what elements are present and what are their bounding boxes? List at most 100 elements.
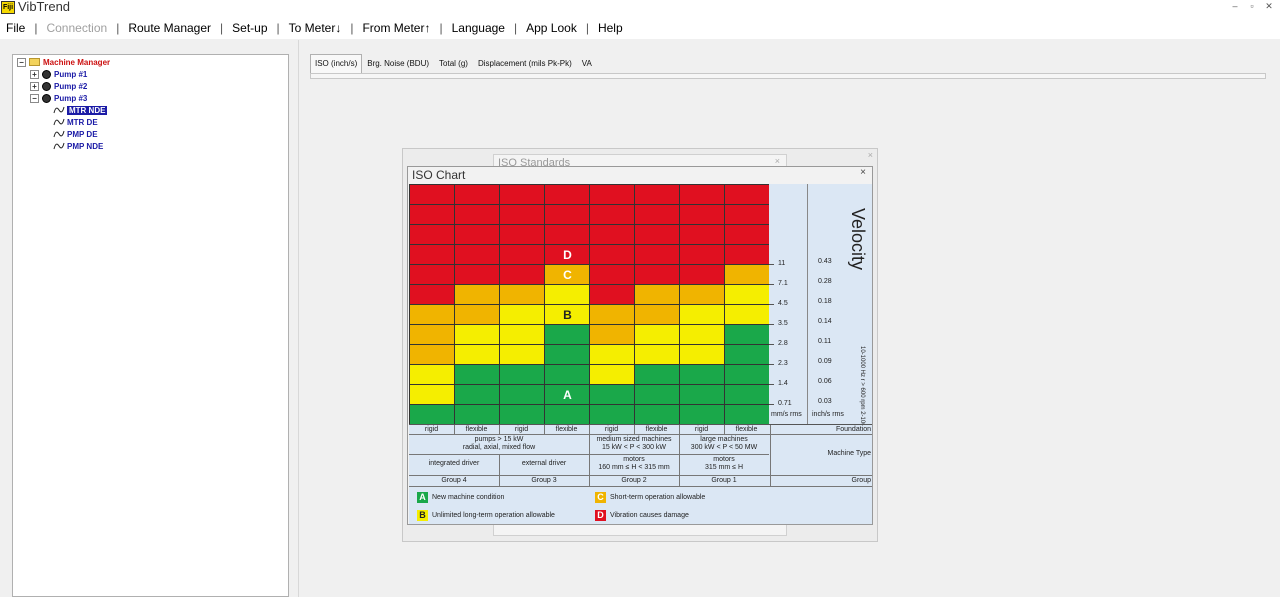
legend-swatch: C [595,492,606,503]
zone-cell-d [590,185,635,205]
expand-icon[interactable]: + [30,81,39,91]
zone-cell-a [725,345,770,365]
motors-medium-1: motors [623,456,645,463]
zone-cell-d [680,225,725,245]
menu-set-up[interactable]: Set-up [232,20,268,35]
zone-cell-c [635,305,680,325]
inch-value-label: 0.28 [818,278,832,285]
menu-help[interactable]: Help [597,20,623,35]
zone-cell-b [410,385,455,405]
zone-cell-b [500,325,545,345]
table-line [724,425,725,434]
tree-item-mtr-nde[interactable]: MTR NDE [53,104,108,116]
zone-cell-d [635,265,680,285]
large-desc-1: large machines [700,436,748,443]
menu-from-meter[interactable]: From Meter↑ [362,20,431,35]
pane-divider[interactable] [298,40,299,597]
foundation-cell: flexible [645,426,668,433]
zone-cell-d [680,265,725,285]
legend-swatch: A [417,492,428,503]
zone-cell-d [680,245,725,265]
title-bar: Fiji VibTrend – ▫ ✕ [0,0,1280,16]
tab-brg-noise-bdu[interactable]: Brg. Noise (BDU) [367,59,430,68]
external-driver-label: external driver [521,460,567,467]
group-cell: Group 1 [711,477,737,484]
foundation-cell: flexible [465,426,488,433]
zone-cell-d [725,185,770,205]
tab-displacement-mils-pk-pk[interactable]: Displacement (mils Pk-Pk) [477,59,572,68]
integrated-driver-label: integrated driver [428,460,480,467]
minimize-icon[interactable]: – [1232,1,1238,11]
tree-item-label: Pump #3 [54,93,88,103]
table-line [634,425,635,434]
zone-cell-d [545,245,590,265]
waveform-icon [53,106,65,114]
maximize-icon[interactable]: ▫ [1250,1,1254,11]
scale-tick [769,344,774,345]
tree-item-pump-1[interactable]: + Pump #1 [30,68,87,80]
tab-iso-inch-s[interactable]: ISO (inch/s) [310,54,363,74]
expand-icon[interactable]: + [30,69,39,79]
menu-route-manager[interactable]: Route Manager [128,20,212,35]
inch-value-label: 0.09 [818,358,832,365]
zone-cell-a [545,405,590,425]
zone-cell-d [455,225,500,245]
machine-classification-table: rigid flexible rigid flexible rigid flexible r… [409,424,872,487]
menu-language[interactable]: Language [451,20,505,35]
collapse-icon[interactable]: − [30,93,39,103]
group-header: Group [851,477,871,484]
menu-separator: | [116,20,120,35]
tree-item-mtr-de[interactable]: MTR DE [53,116,98,128]
tree-item-pump-2[interactable]: + Pump #2 [30,80,87,92]
menu-to-meter[interactable]: To Meter↓ [288,20,342,35]
foundation-cell: rigid [694,426,709,433]
close-window-icon[interactable]: ✕ [1265,1,1273,11]
zone-cell-b [545,285,590,305]
waveform-icon [53,142,65,150]
pumps-desc-2: radial, axial, mixed flow [462,444,536,451]
close-icon[interactable]: × [774,156,780,166]
menu-file[interactable]: File [6,20,26,35]
tree-item-pmp-nde[interactable]: PMP NDE [53,140,103,152]
zone-cell-a [590,405,635,425]
table-line [770,425,771,487]
tree-item-pump-3[interactable]: − Pump #3 [30,92,87,104]
legend-swatch: B [417,510,428,521]
menu-app-look[interactable]: App Look [526,20,577,35]
zone-cell-d [635,185,680,205]
tab-va[interactable]: VA [581,59,592,68]
menu-bar: File | Connection | Route Manager | Set-up | To … [0,16,1280,39]
zone-cell-a [500,365,545,385]
zone-cell-a [680,405,725,425]
zone-cell-d [500,245,545,265]
inch-value-label: 0.11 [818,338,832,345]
tab-total-g[interactable]: Total (g) [439,59,468,68]
scale-divider [807,184,808,424]
zone-cell-c [590,305,635,325]
scale-tick [769,384,774,385]
pump-icon [42,93,51,103]
foundation-cell: rigid [604,426,619,433]
table-line [499,454,500,487]
zone-cell-d [410,265,455,285]
close-icon[interactable]: × [867,150,873,160]
zone-cell-d [590,205,635,225]
inch-value-label: 0.43 [818,258,832,265]
zone-cell-c [545,265,590,285]
tree-item-pmp-de[interactable]: PMP DE [53,128,98,140]
scale-tick [769,324,774,325]
iso-chart-title: ISO Chart [412,168,466,182]
close-icon[interactable]: × [860,167,866,178]
zone-cell-d [635,225,680,245]
collapse-icon[interactable]: − [17,57,26,67]
zone-cell-d [545,185,590,205]
zone-cell-a [410,405,455,425]
legend-swatch: D [595,510,606,521]
pumps-desc-1: pumps > 15 kW [474,436,524,443]
tree-item-machine-manager[interactable]: − Machine Manager [17,56,110,68]
zone-cell-a [500,405,545,425]
tree-item-label: Pump #1 [54,69,88,79]
menu-connection[interactable]: Connection [46,20,108,35]
zone-cell-b [680,325,725,345]
zone-cell-a [455,385,500,405]
